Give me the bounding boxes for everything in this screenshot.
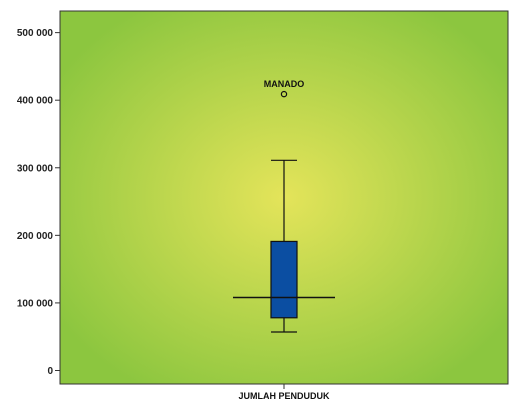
- y-tick-label: 0: [47, 366, 53, 377]
- y-tick-label: 200 000: [17, 231, 54, 242]
- y-tick-label: 100 000: [17, 298, 54, 309]
- x-axis: JUMLAH PENDUDUK: [238, 384, 330, 401]
- y-tick-label: 300 000: [17, 163, 54, 174]
- y-tick-label: 500 000: [17, 28, 54, 39]
- x-category-label: JUMLAH PENDUDUK: [238, 391, 330, 401]
- box-series: MANADO: [233, 79, 335, 333]
- outlier-label: MANADO: [264, 79, 305, 89]
- iqr-box: [270, 240, 298, 319]
- y-axis: 0 100 000 200 000 300 000 400 000 500 000: [17, 28, 60, 377]
- outlier-point: [280, 90, 288, 98]
- y-tick-label: 400 000: [17, 96, 54, 107]
